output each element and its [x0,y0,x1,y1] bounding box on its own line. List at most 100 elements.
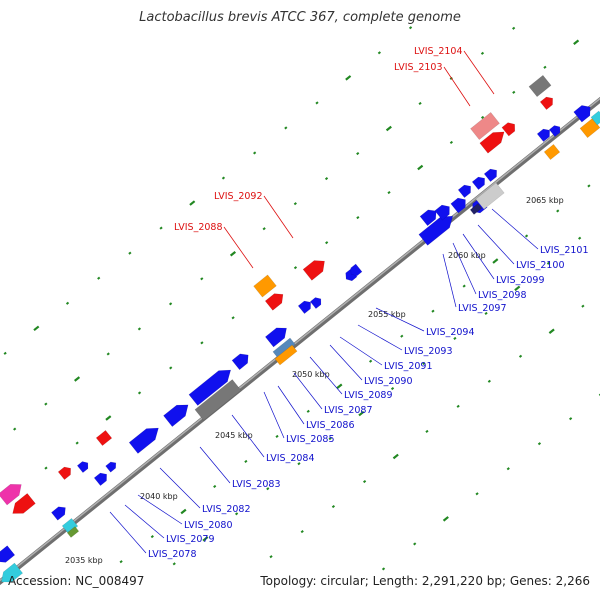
gene-feature-shape [272,337,296,359]
label-leader [199,446,231,484]
tick-mark [200,277,204,281]
gene-feature [590,110,600,126]
tick-mark [213,484,217,489]
tick-mark [556,209,560,213]
tick-mark [293,202,297,206]
gene-feature [61,517,79,535]
tick-mark [506,467,510,471]
tick-mark [385,125,392,132]
tick-mark [328,437,332,441]
tick-mark [425,429,429,433]
tick-mark [336,383,343,390]
map-title: Lactobacillus brevis ATCC 367, complete … [139,10,461,25]
scale-label: 2050 kbp [292,370,330,379]
gene-label: LVIS_2092 [214,191,263,202]
gene-feature [163,404,189,427]
tick-mark [3,351,7,355]
tick-mark [546,261,551,265]
gene-feature [272,337,296,359]
gene-feature-shape [479,131,505,154]
scale-label: 2040 kbp [140,492,178,501]
gene-feature-shape [573,105,591,123]
gene-feature-shape [12,493,36,514]
gene-feature-shape [128,427,159,454]
gene-feature [57,466,71,481]
tick-mark [431,309,435,313]
gene-feature [1,562,23,583]
gene-feature-shape [548,125,561,137]
tick-mark [119,560,123,564]
gene-feature-shape [76,461,89,473]
tick-mark [356,216,360,220]
gene-feature [350,263,363,277]
gene-label: LVIS_2098 [478,290,527,301]
gene-feature-shape [470,112,500,140]
label-leader [231,414,265,458]
gene-label: LVIS_2083 [232,479,281,490]
label-leader [263,391,285,439]
gene-feature-shape [539,96,553,111]
tick-mark [97,276,101,280]
tick-mark [189,200,196,206]
gene-feature [66,526,80,538]
tick-mark [456,404,460,408]
gene-label: LVIS_2094 [426,327,475,338]
gene-feature [12,493,36,514]
gene-label: LVIS_2099 [496,275,545,286]
tick-mark [44,466,48,470]
tick-mark [387,190,391,195]
gene-feature [483,168,497,183]
scale-label: 2035 kbp [65,556,103,565]
tick-mark [229,251,236,257]
gene-feature [297,300,311,315]
tick-mark [524,234,529,238]
gene-feature [231,353,249,371]
gene-feature [264,293,284,311]
tick-tracks [3,26,600,571]
gene-feature [475,182,505,210]
gene-feature [309,297,322,309]
tick-mark [172,562,176,566]
tick-mark [137,327,142,331]
gene-feature [93,472,107,487]
gene-label: LVIS_2097 [458,303,507,314]
gene-feature-shape [419,209,437,227]
tick-mark [306,409,310,413]
label-leader [263,195,294,239]
gene-feature [548,125,561,137]
gene-feature [528,74,552,98]
label-leader [375,307,425,332]
gene-feature-shape [61,517,79,535]
gene-feature [418,215,454,246]
gene-feature [274,344,298,366]
gene-feature [253,274,277,298]
gene-feature-shape [57,466,71,481]
gene-feature [0,484,22,506]
label-leader [137,494,183,525]
label-leader [443,66,471,107]
gene-feature-shape [194,379,242,421]
tick-mark [400,334,404,338]
tick-mark [231,316,235,320]
gene-label: LVIS_2101 [540,245,589,256]
label-leader [124,504,165,539]
label-leader [462,233,495,280]
tick-mark [345,75,352,81]
tick-mark [75,441,79,445]
gene-feature-shape [1,562,23,583]
gene-feature-shape [253,274,277,298]
label-leader [329,344,363,381]
tick-mark [244,459,248,463]
tick-mark [150,535,154,539]
tick-mark [514,285,521,292]
gene-feature-shape [543,143,561,161]
tick-mark [392,453,399,460]
tick-mark [33,325,40,332]
tick-mark [65,301,70,305]
scale-label: 2055 kbp [368,310,406,319]
tick-mark [106,352,110,356]
gene-label: LVIS_2091 [384,361,433,372]
tick-mark [169,366,173,370]
gene-feature-shape [302,260,325,281]
gene-label: LVIS_2080 [184,520,233,531]
